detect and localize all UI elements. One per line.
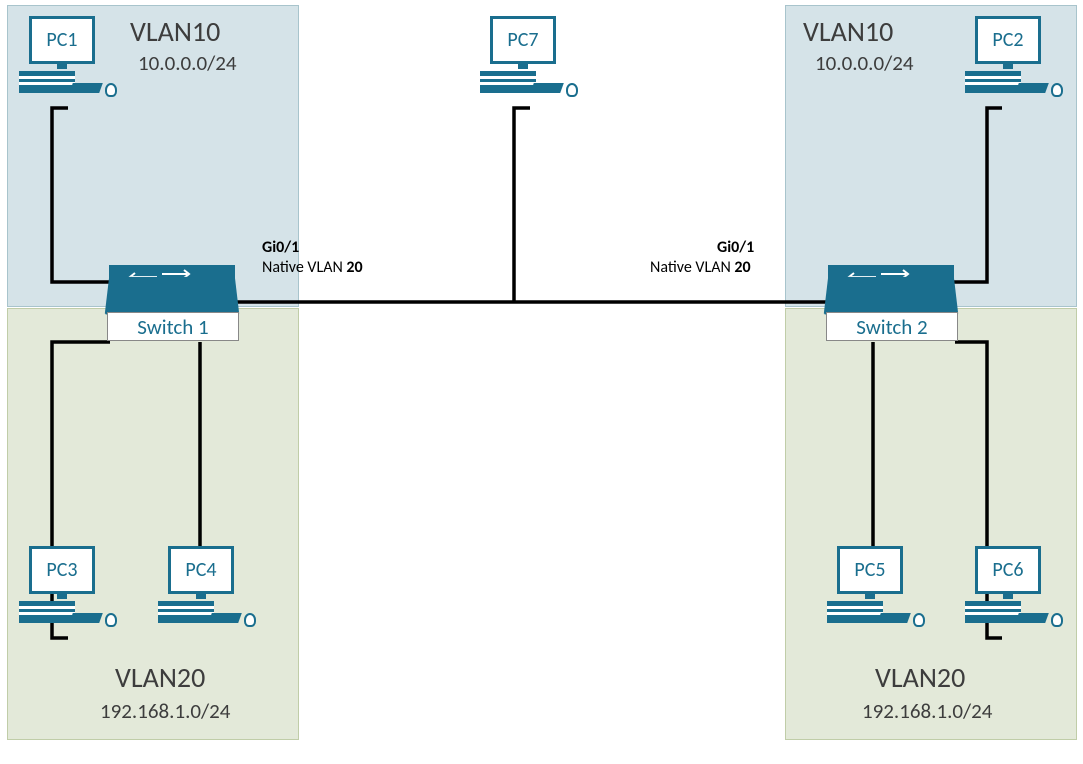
switch2-native-num: 20 [734,258,750,277]
pc7-label: PC7 [490,16,556,64]
pc5: PC5 [827,546,912,641]
switch2-native-prefix: Native VLAN [650,258,734,277]
vlan10-left-subnet: 10.0.0.0/24 [138,50,237,76]
pc5-label: PC5 [837,546,903,594]
switch1-native-vlan: Native VLAN 20 [262,258,363,277]
pc7: PC7 [480,16,565,111]
pc3-label: PC3 [29,546,95,594]
vlan20-right-subnet: 192.168.1.0/24 [862,698,992,724]
pc2: PC2 [965,16,1050,111]
pc1-label: PC1 [29,16,95,64]
vlan20-left-subnet: 192.168.1.0/24 [100,698,230,724]
vlan10-right-title: VLAN10 [803,14,893,49]
switch-1: Switch 1 [107,265,247,345]
pc4-label: PC4 [168,546,234,594]
pc6-label: PC6 [975,546,1041,594]
pc1: PC1 [19,16,104,111]
pc2-label: PC2 [975,16,1041,64]
switch2-port-id: Gi0/1 [717,238,754,257]
switch1-native-num: 20 [346,258,362,277]
vlan20-right-title: VLAN20 [875,660,965,695]
pc3: PC3 [19,546,104,641]
switch-2: Switch 2 [826,265,966,345]
switch1-native-prefix: Native VLAN [262,258,346,277]
vlan20-left-title: VLAN20 [115,660,205,695]
vlan10-left-title: VLAN10 [130,14,220,49]
switch-2-label: Switch 2 [826,312,958,341]
switch-1-label: Switch 1 [107,312,239,341]
pc6: PC6 [965,546,1050,641]
switch1-port-id: Gi0/1 [262,238,299,257]
vlan10-right-subnet: 10.0.0.0/24 [815,50,914,76]
switch2-native-vlan: Native VLAN 20 [650,258,751,277]
pc4: PC4 [158,546,243,641]
